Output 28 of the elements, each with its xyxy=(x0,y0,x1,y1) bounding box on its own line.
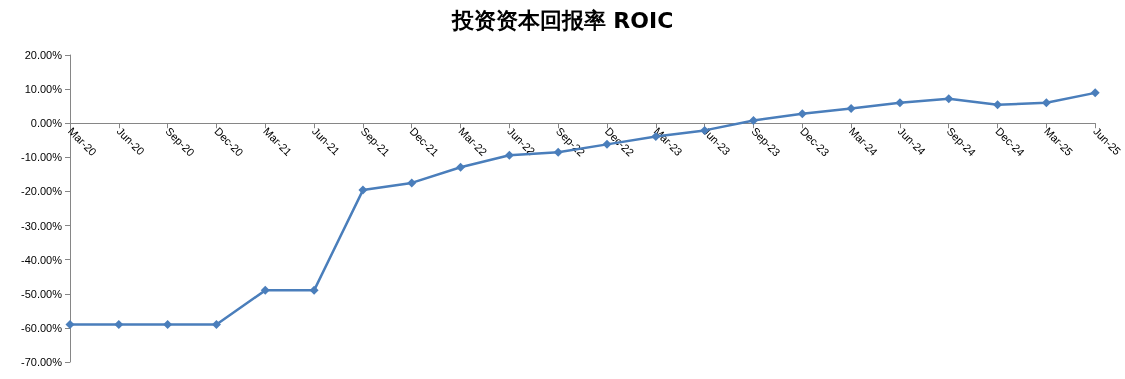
y-tick-label: -20.00% xyxy=(21,185,63,198)
point xyxy=(456,162,466,172)
point xyxy=(114,319,124,329)
point xyxy=(163,319,173,329)
point xyxy=(211,319,221,329)
point xyxy=(895,98,905,108)
point xyxy=(358,185,368,195)
y-tick-label: -50.00% xyxy=(21,287,63,300)
y-tick-label: 10.00% xyxy=(24,83,63,96)
y-tick-label: 0.00% xyxy=(30,117,63,130)
point xyxy=(407,178,417,188)
y-tick-label: 20.00% xyxy=(24,49,63,61)
y-tick-label: -70.00% xyxy=(21,356,63,368)
point xyxy=(846,104,856,114)
point xyxy=(260,285,270,295)
point xyxy=(993,100,1003,110)
y-tick-label: -60.00% xyxy=(21,321,63,334)
point xyxy=(1090,88,1100,98)
y-tick-label: -40.00% xyxy=(21,253,63,266)
y-tick-label: -10.00% xyxy=(21,151,63,164)
y-tick-label: -30.00% xyxy=(21,219,63,232)
point xyxy=(797,109,807,119)
point xyxy=(309,285,319,295)
point xyxy=(65,319,75,329)
chart-title: 投资资本回报率 ROIC xyxy=(450,7,674,33)
point xyxy=(944,94,954,104)
point xyxy=(1041,98,1051,108)
point xyxy=(748,115,758,125)
